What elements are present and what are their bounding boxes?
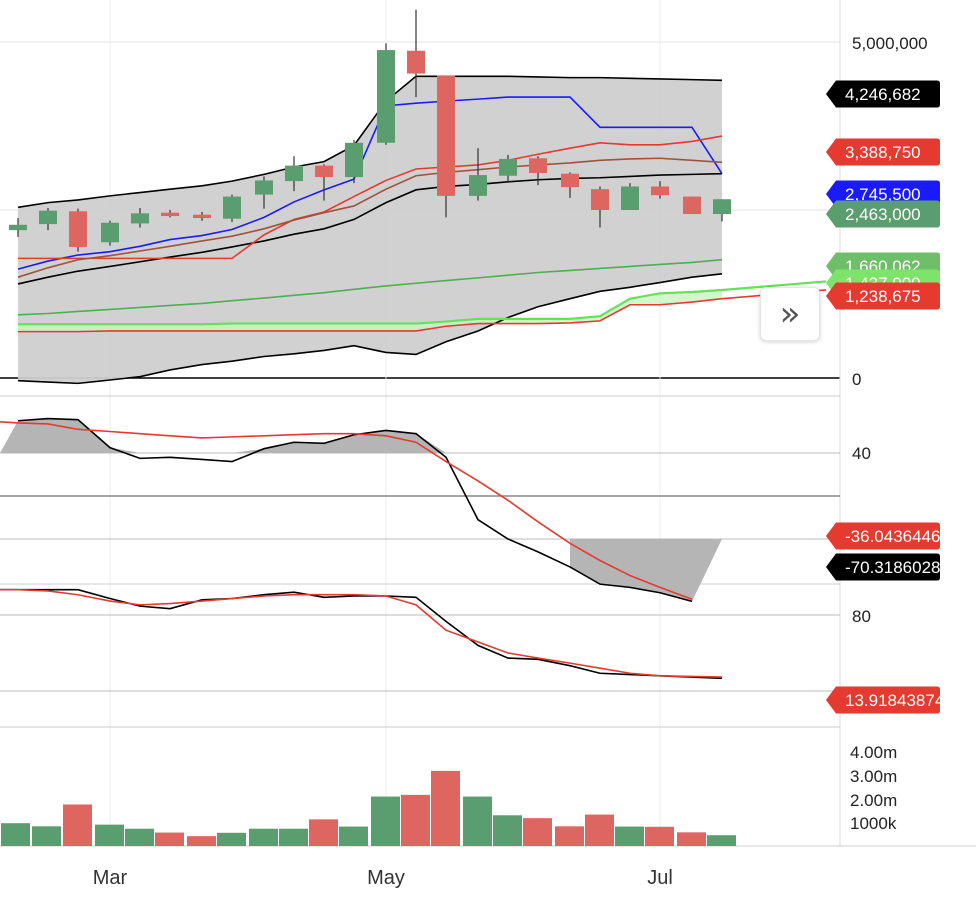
volume-bar[interactable] [249, 828, 278, 846]
volume-bar[interactable] [32, 826, 61, 846]
volume-bar[interactable] [401, 794, 430, 846]
osc1-badge: -36.04364464 [845, 527, 950, 546]
candle-body[interactable] [713, 199, 731, 215]
volume-bar[interactable] [677, 832, 706, 846]
volume-bar[interactable] [645, 826, 674, 846]
osc1-badge: -70.3186028 [845, 558, 940, 577]
osc1-upper-fill [0, 418, 722, 453]
osc2-badge-bg [826, 686, 940, 714]
candle-body[interactable] [161, 212, 179, 217]
candle-body[interactable] [101, 222, 119, 243]
volume-bar[interactable] [63, 804, 92, 846]
candle-body[interactable] [469, 175, 487, 196]
volume-bar[interactable] [707, 835, 736, 846]
candle-body[interactable] [39, 210, 57, 225]
price-badge-bg [826, 282, 940, 310]
candle-body[interactable] [223, 196, 241, 219]
volume-bar[interactable] [585, 814, 614, 846]
red-line-line [18, 135, 723, 260]
candle-body[interactable] [591, 189, 609, 210]
price-tick-label: 0 [852, 370, 861, 389]
volume-bar[interactable] [371, 796, 400, 846]
bollinger-upper-line [17, 75, 723, 209]
osc2-red-line [0, 588, 723, 678]
volume-bar[interactable] [615, 826, 644, 846]
volume-bar[interactable] [555, 826, 584, 846]
volume-bar[interactable] [1, 823, 30, 846]
volume-bar[interactable] [217, 832, 246, 846]
volume-tick-label: 3.00m [850, 767, 897, 786]
price-badge: 3,388,750 [845, 143, 921, 162]
candle-body[interactable] [9, 224, 27, 231]
candle-body[interactable] [529, 158, 547, 174]
candle-body[interactable] [621, 186, 639, 210]
osc1-lower-fill [570, 539, 722, 602]
candle-body[interactable] [131, 213, 149, 224]
candle-body[interactable] [69, 211, 87, 247]
price-badge-bg [826, 80, 940, 108]
volume-tick-label: 1000k [850, 814, 897, 833]
x-axis-label: May [367, 867, 405, 889]
osc2-tick-label: 80 [852, 607, 871, 626]
price-tick-label: 5,000,000 [852, 34, 928, 53]
green-extension [721, 280, 827, 292]
volume-bar[interactable] [493, 815, 522, 846]
scroll-to-latest-button[interactable]: » [760, 287, 820, 341]
osc2-badge: 13.91843874 [845, 691, 944, 710]
osc1-tick-label: 40 [852, 444, 871, 463]
candle-body[interactable] [437, 75, 455, 196]
candle-body[interactable] [255, 180, 273, 195]
osc1-badge-bg [826, 553, 940, 581]
candle-body[interactable] [499, 158, 517, 176]
blue-line-line [17, 96, 723, 270]
band-middle-line [17, 172, 723, 285]
volume-tick-label: 2.00m [850, 791, 897, 810]
price-badge-bg [826, 200, 940, 228]
candle-body[interactable] [407, 50, 425, 74]
bright-green-line-line [18, 288, 723, 326]
price-badge: 2,463,000 [845, 205, 921, 224]
candle-body[interactable] [193, 214, 211, 219]
brown-line-line [17, 157, 723, 278]
volume-bar[interactable] [187, 836, 216, 846]
volume-bar[interactable] [155, 832, 184, 846]
volume-bar[interactable] [523, 818, 552, 846]
price-badge: 1,238,675 [845, 287, 921, 306]
candle-body[interactable] [345, 142, 363, 178]
osc1-black-line [17, 417, 693, 603]
volume-bar[interactable] [463, 796, 492, 846]
bollinger-lower-line [17, 273, 723, 385]
cloud-fill [18, 289, 722, 332]
candle-body[interactable] [561, 173, 579, 188]
x-axis-label: Mar [93, 867, 128, 889]
x-axis-label: Jul [647, 867, 673, 889]
volume-bar[interactable] [125, 828, 154, 846]
volume-bar[interactable] [431, 770, 460, 846]
candle-body[interactable] [651, 186, 669, 196]
volume-bar[interactable] [339, 826, 368, 846]
price-badge: 4,246,682 [845, 85, 921, 104]
volume-bar[interactable] [95, 824, 124, 846]
osc1-badge-bg [826, 522, 940, 550]
osc2-black-line [0, 588, 723, 680]
candle-body[interactable] [285, 165, 303, 182]
volume-bar[interactable] [309, 819, 338, 846]
osc1-red-line [0, 421, 693, 600]
volume-tick-label: 4.00m [850, 743, 897, 762]
candle-body[interactable] [683, 196, 701, 215]
red-support-line-line [18, 297, 723, 333]
price-badge: 2,745,500 [845, 185, 921, 204]
volume-bar[interactable] [279, 828, 308, 846]
price-badge-bg [826, 138, 940, 166]
green-line-line [17, 258, 723, 316]
candle-body[interactable] [377, 50, 395, 143]
candle-body[interactable] [315, 165, 333, 178]
